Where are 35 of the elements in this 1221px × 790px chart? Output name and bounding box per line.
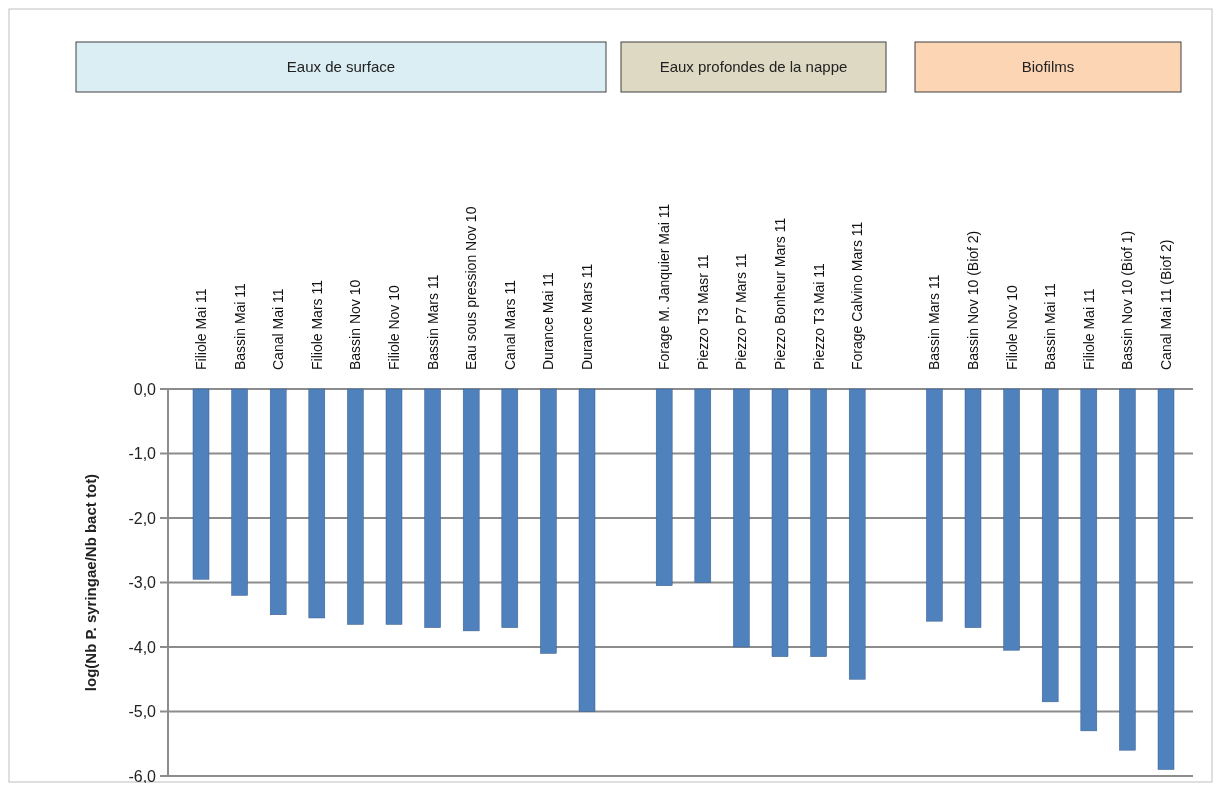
x-tick-label: Filiole Mai 11 xyxy=(1080,288,1097,370)
x-tick-label: Bassin Mars 11 xyxy=(926,274,943,370)
text: Biofilms xyxy=(1021,58,1075,75)
x-tick-label: Bassin Mars 11 xyxy=(424,274,441,370)
x-tick-label: Bassin Nov 10 (Biof 2) xyxy=(965,230,981,370)
x-tick-label: Piezzo Bonheur Mars 11 xyxy=(772,217,788,370)
x-tick-label: Piezzo P7 Mars 11 xyxy=(733,253,750,370)
y-tick-label: -5,0 xyxy=(128,703,157,721)
x-tick-label: Forage Calvino Mars 11 xyxy=(849,221,866,370)
x-tick-label: Filiole Nov 10 xyxy=(1003,284,1020,370)
x-tick-label: Forage M. Janquier Mai 11 xyxy=(656,203,673,370)
x-tick-label: Bassin Nov 10 (Biof 1) xyxy=(1119,230,1136,370)
x-tick-label: Eau sous pression Nov 10 xyxy=(463,206,480,370)
x-tick-label: Piezzo T3 Masr 11 xyxy=(694,254,711,370)
x-tick-label: Filiole Mars 11 xyxy=(308,279,325,370)
text: Eaux de surface xyxy=(286,58,396,75)
x-tick-label: Durance Mai 11 xyxy=(540,272,557,370)
x-tick-label: Bassin Nov 10 xyxy=(347,279,364,370)
y-tick-label: -4,0 xyxy=(128,638,157,656)
y-tick-label: -1,0 xyxy=(128,445,157,463)
y-tick-label: -2,0 xyxy=(128,509,157,527)
x-tick-label: Canal Mai 11 (Biof 2) xyxy=(1158,239,1174,370)
y-tick-label: -3,0 xyxy=(128,574,157,592)
text: Eaux profondes de la nappe xyxy=(659,58,848,75)
y-tick-label: 0,0 xyxy=(133,380,157,398)
x-tick-label: Bassin Mai 11 xyxy=(231,282,248,370)
x-tick-label: Filiole Mai 11 xyxy=(193,288,209,370)
x-tick-label: Piezzo T3 Mai 11 xyxy=(810,262,827,370)
x-tick-label: Bassin Mai 11 xyxy=(1042,282,1059,370)
x-tick-label: Filiole Nov 10 xyxy=(386,284,402,370)
x-tick-label: Canal Mars 11 xyxy=(501,279,518,370)
y-tick-label: -6,0 xyxy=(128,767,157,785)
x-tick-label: Durance Mars 11 xyxy=(579,263,595,370)
x-tick-label: Canal Mai 11 xyxy=(270,288,287,370)
y-axis-title: log(Nb P. syringae/Nb bact tot) xyxy=(82,473,99,692)
